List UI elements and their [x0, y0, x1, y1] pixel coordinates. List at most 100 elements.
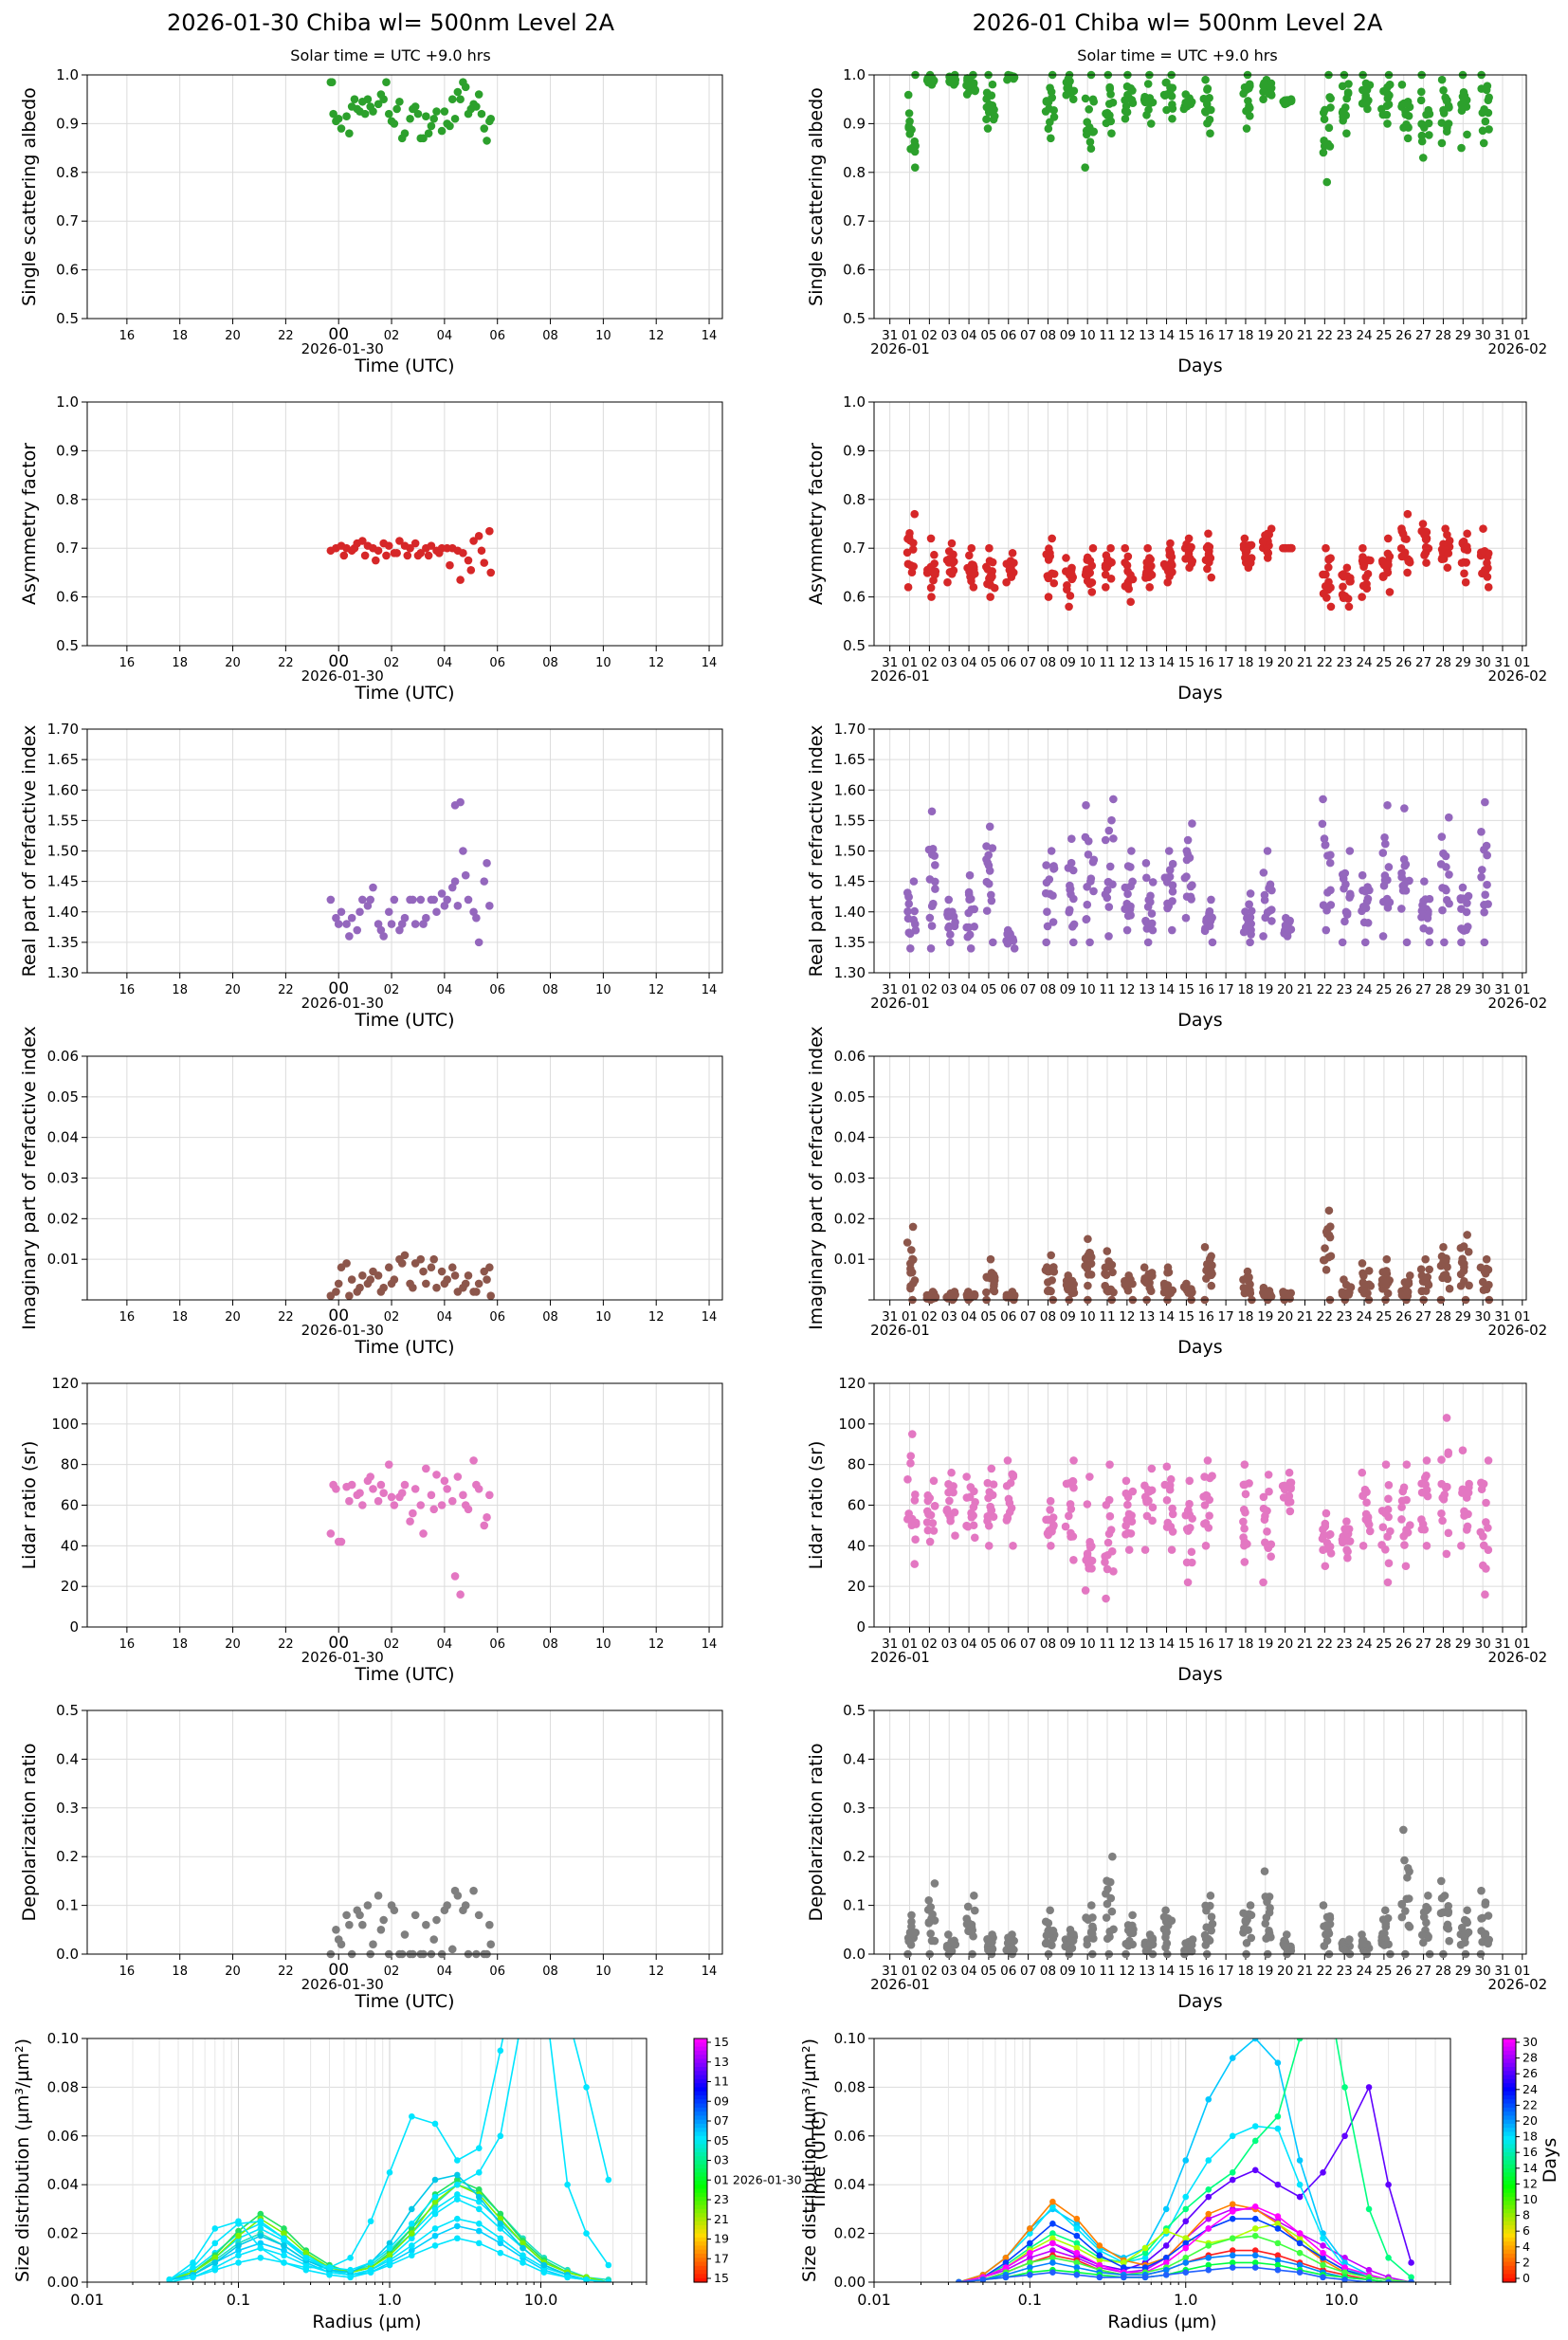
month-ni-point: [1416, 1265, 1426, 1273]
month-ni-point: [1460, 1263, 1468, 1271]
month-lr-point: [1259, 1504, 1268, 1513]
day-asy-ytick-label: 0.8: [56, 491, 79, 508]
day-size-series-point: [257, 2244, 264, 2252]
day-lr-xlabel: Time (UTC): [354, 1664, 454, 1685]
month-dep-point: [1397, 1899, 1406, 1909]
month-lr-point: [1325, 1542, 1335, 1551]
month-ni-point: [1044, 1286, 1053, 1295]
month-ssa-xtick-label: 31: [882, 328, 898, 343]
month-asy-point: [1247, 554, 1256, 562]
month-lr-point: [1260, 1515, 1269, 1525]
month-dep-xtick-label: 04: [960, 1964, 976, 1979]
month-size-series-point: [1251, 2137, 1259, 2145]
day-size-colorbar-band: [694, 2217, 707, 2222]
day-size-series-point: [497, 2215, 504, 2222]
month-size-series-point: [1162, 2227, 1170, 2235]
month-ssa-point: [1326, 103, 1335, 112]
day-size-series-point: [211, 2255, 219, 2261]
day-size-series-point: [454, 2222, 461, 2230]
month-nr-point: [1442, 886, 1450, 895]
month-asy-point: [930, 550, 939, 559]
month-asy-point: [907, 568, 917, 576]
month-ssa-xtick-label: 06: [1000, 328, 1016, 343]
month-asy-point: [1101, 563, 1110, 572]
month-dep-point: [1403, 1864, 1413, 1873]
day-size-colorbar-band: [694, 2107, 707, 2112]
day-lr-point: [416, 1501, 426, 1509]
month-size-series-point: [1073, 2221, 1081, 2227]
month-nr-point: [1437, 832, 1447, 841]
month-size-series-point: [1073, 2244, 1081, 2252]
month-nr-ytick-label: 1.35: [834, 934, 866, 951]
month-dep-point: [1325, 1920, 1335, 1929]
day-lr-point: [369, 1485, 377, 1493]
day-size-colorbar-band: [694, 2185, 707, 2190]
month-lr-point: [1142, 1511, 1152, 1521]
day-dep-ylabel: Depolarization ratio: [19, 1744, 40, 1922]
month-ni-point: [1108, 1268, 1117, 1277]
month-asy-point: [1240, 534, 1249, 543]
month-size-series-point: [1002, 2259, 1010, 2266]
month-size-colorbar-tick-label: 4: [1522, 2239, 1530, 2254]
month-nr-xtick-label: 05: [980, 982, 996, 997]
month-nr-point: [1326, 901, 1336, 909]
month-size-colorbar-band: [1503, 2201, 1516, 2206]
month-nr-point: [1378, 932, 1388, 941]
month-lr-point: [1163, 1518, 1173, 1527]
month-nr-point: [1321, 841, 1330, 850]
month-nr-point: [1363, 883, 1372, 891]
day-lr-frame: [86, 1382, 723, 1628]
day-lr-xtick-label: 02: [384, 1637, 400, 1652]
month-size-colorbar-band: [1503, 2270, 1516, 2276]
month-asy-xtick-label: 08: [1040, 655, 1056, 670]
day-lr-point: [447, 1496, 457, 1506]
month-ni-point: [989, 1271, 998, 1279]
day-size-series-point: [211, 2259, 219, 2266]
month-asy-point: [1462, 542, 1471, 551]
month-ssa-point: [1162, 105, 1171, 115]
month-dep-point: [1128, 1910, 1137, 1920]
month-nr-point: [1066, 885, 1075, 893]
month-nr-point: [1208, 938, 1217, 947]
month-lr-point: [1381, 1545, 1390, 1554]
day-nr-point: [447, 883, 457, 892]
month-lr-point: [971, 1498, 979, 1507]
month-nr-ytick-label: 1.50: [834, 843, 866, 860]
month-size-xtick-label: 10.0: [1324, 2291, 1358, 2309]
month-ssa-point: [1168, 100, 1176, 109]
month-nr-point: [963, 932, 973, 941]
month-asy-point: [1379, 573, 1388, 581]
month-ssa-point: [1085, 105, 1094, 114]
month-asy-point: [1123, 552, 1133, 561]
month-ni-xtick-label: 09: [1060, 1309, 1076, 1325]
month-size-series-point: [1296, 2193, 1304, 2201]
day-lr-xtick-label: 08: [542, 1637, 558, 1652]
month-ni-point: [1421, 1254, 1430, 1264]
month-nr-point: [1067, 834, 1076, 843]
month-ni-point: [1456, 1270, 1466, 1279]
day-size-colorbar-tick-label: 09: [714, 2093, 729, 2108]
month-nr-point: [1399, 881, 1409, 889]
day-size-xtick-label: 1.0: [377, 2291, 401, 2309]
day-asy-point: [395, 537, 404, 545]
month-ssa-point: [1201, 75, 1210, 84]
day-ni-point: [347, 1275, 356, 1284]
month-dep-xtick-label: 11: [1099, 1964, 1115, 1979]
day-size-colorbar-tick-label: 21: [714, 2212, 729, 2226]
month-lr-point: [1321, 1562, 1330, 1571]
month-nr-point: [1069, 894, 1078, 904]
month-ssa-point: [1082, 130, 1091, 139]
month-lr-point: [1142, 1498, 1151, 1507]
month-ni-xtick-label: 06: [1000, 1309, 1016, 1325]
month-size-colorbar-band: [1503, 2221, 1516, 2226]
month-nr-point: [1089, 887, 1098, 896]
month-nr-point: [1338, 938, 1347, 947]
month-lr-point: [1106, 1526, 1116, 1534]
month-size-colorbar-tick-label: 24: [1522, 2082, 1538, 2096]
month-dep-point: [1067, 1936, 1075, 1945]
month-size-colorbar-tick-label: 6: [1522, 2223, 1530, 2238]
day-nr-point: [384, 907, 393, 917]
month-lr-xtick-label: 15: [1178, 1636, 1194, 1652]
month-lr-point: [1401, 1562, 1411, 1571]
month-lr-point: [1205, 1495, 1214, 1505]
